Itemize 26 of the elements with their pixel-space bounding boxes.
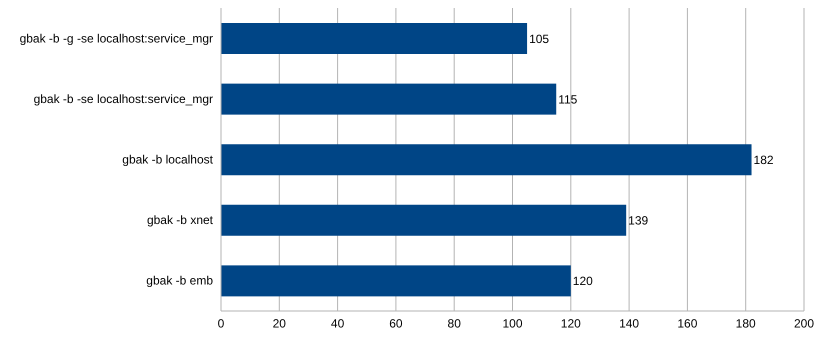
x-tick-label: 40 — [330, 316, 345, 331]
x-tick-label: 80 — [448, 316, 462, 331]
y-tick-label: gbak -b -g -se localhost:service_mgr — [20, 31, 213, 46]
x-tick-label: 180 — [736, 316, 756, 331]
x-tick-label: 140 — [619, 316, 640, 331]
bar — [221, 144, 752, 176]
y-tick-label: gbak -b emb — [146, 274, 214, 288]
x-tick-label: 20 — [272, 316, 286, 331]
x-tick-label: 0 — [218, 316, 225, 331]
data-label: 115 — [558, 92, 578, 106]
data-label: 182 — [754, 152, 774, 167]
x-tick-label: 100 — [502, 316, 523, 331]
data-label: 120 — [572, 274, 594, 288]
x-tick-label: 200 — [794, 316, 814, 331]
bar — [221, 204, 626, 236]
y-tick-label: gbak -b -se localhost:service_mgr — [34, 92, 213, 106]
y-tick-label: gbak -b localhost — [122, 152, 214, 166]
bar — [221, 23, 528, 54]
bar — [221, 265, 571, 296]
bar — [221, 84, 556, 115]
x-tick-label: 60 — [389, 316, 403, 331]
y-tick-label: gbak -b xnet — [146, 213, 214, 228]
x-tick-label: 120 — [560, 316, 582, 331]
data-label: 139 — [628, 214, 649, 228]
data-label: 105 — [529, 32, 550, 46]
x-tick-label: 160 — [677, 316, 698, 331]
